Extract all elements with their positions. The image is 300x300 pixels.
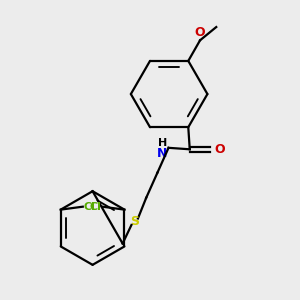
Text: O: O xyxy=(214,143,224,156)
Text: Cl: Cl xyxy=(84,202,96,212)
Text: Cl: Cl xyxy=(90,202,101,212)
Text: O: O xyxy=(195,26,206,39)
Text: S: S xyxy=(130,215,139,228)
Text: H: H xyxy=(158,137,167,148)
Text: N: N xyxy=(157,147,167,160)
